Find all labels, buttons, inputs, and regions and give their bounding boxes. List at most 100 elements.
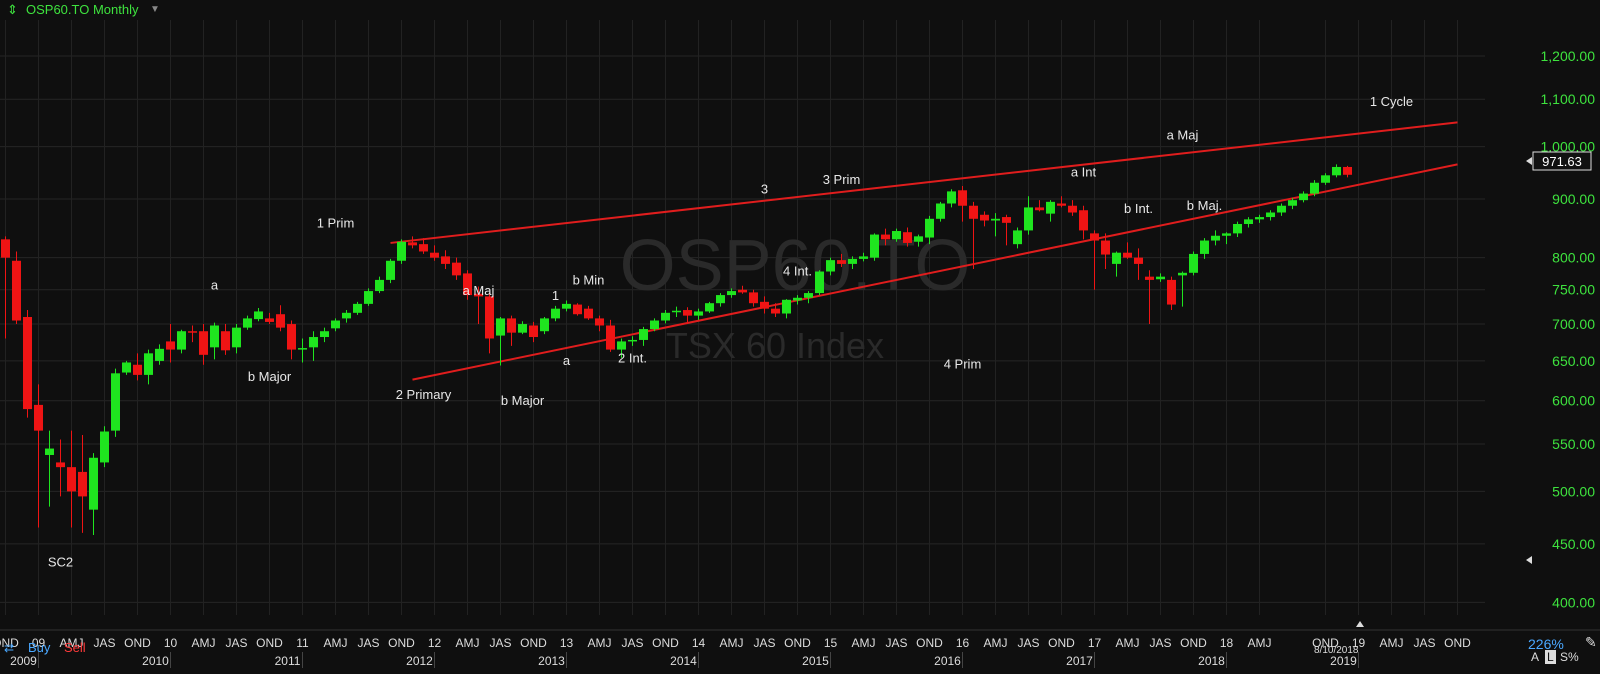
candle bbox=[188, 325, 197, 343]
candle-body bbox=[639, 329, 648, 340]
candle-body bbox=[1343, 166, 1352, 175]
candle bbox=[210, 322, 219, 360]
candle bbox=[1266, 210, 1275, 221]
candle-body bbox=[364, 291, 373, 304]
candle-body bbox=[177, 331, 186, 350]
candle bbox=[837, 253, 846, 268]
candle-body bbox=[573, 304, 582, 315]
candle-body bbox=[67, 467, 76, 492]
x-tick-label: OND bbox=[520, 636, 547, 650]
y-tick-label: 600.00 bbox=[1552, 393, 1595, 409]
scroll-up-icon[interactable] bbox=[1356, 621, 1364, 627]
chart-title[interactable]: OSP60.TO Monthly bbox=[26, 2, 139, 17]
candle-body bbox=[628, 339, 637, 342]
candle-body bbox=[1189, 253, 1198, 273]
candle bbox=[991, 213, 1000, 237]
candle bbox=[540, 317, 549, 335]
x-year-label: 2009 bbox=[10, 654, 37, 668]
candle bbox=[1277, 203, 1286, 216]
y-tick-label: 400.00 bbox=[1552, 594, 1595, 610]
candle-body bbox=[133, 364, 142, 375]
candle-body bbox=[89, 457, 98, 510]
candle-body bbox=[23, 317, 32, 410]
candle-body bbox=[804, 293, 813, 298]
y-tick-label: 800.00 bbox=[1552, 250, 1595, 266]
candle-body bbox=[144, 353, 153, 375]
candle-body bbox=[1244, 219, 1253, 224]
candle-body bbox=[232, 327, 241, 348]
candle bbox=[1057, 196, 1066, 208]
candle bbox=[672, 306, 681, 318]
trade-icon[interactable]: ⇄ bbox=[4, 641, 15, 655]
candle-body bbox=[45, 448, 54, 455]
candle bbox=[133, 353, 142, 381]
candle-body bbox=[958, 190, 967, 206]
scale-a-button[interactable]: A bbox=[1531, 650, 1540, 664]
candle-body bbox=[386, 260, 395, 280]
candle bbox=[980, 211, 989, 227]
candle-body bbox=[309, 337, 318, 348]
x-tick-label: JAS bbox=[621, 636, 643, 650]
candle bbox=[89, 453, 98, 536]
candle bbox=[584, 305, 593, 320]
x-tick-label: JAS bbox=[1017, 636, 1039, 650]
candle-body bbox=[1321, 175, 1330, 183]
trendline-lower bbox=[412, 163, 1458, 381]
x-tick-label: AMJ bbox=[984, 636, 1008, 650]
candle bbox=[870, 233, 879, 261]
candle-body bbox=[1266, 212, 1275, 218]
candle-body bbox=[1332, 166, 1341, 176]
sell-button[interactable]: Sell bbox=[64, 640, 86, 655]
scale-log-button[interactable]: L bbox=[1545, 650, 1556, 664]
candle bbox=[1068, 200, 1077, 216]
candle bbox=[507, 315, 516, 346]
candle-body bbox=[936, 203, 945, 219]
candle bbox=[573, 303, 582, 316]
annotation-label: a Maj bbox=[1167, 127, 1199, 142]
candle-body bbox=[408, 242, 417, 246]
candle-body bbox=[738, 289, 747, 293]
x-tick-label: 14 bbox=[692, 636, 706, 650]
x-tick-label: JAS bbox=[1149, 636, 1171, 650]
candle bbox=[331, 318, 340, 332]
candle bbox=[639, 326, 648, 346]
scale-percent-button[interactable]: S% bbox=[1560, 650, 1579, 664]
y-tick-label: 1,000.00 bbox=[1541, 139, 1596, 155]
candle bbox=[309, 331, 318, 361]
candle-body bbox=[859, 256, 868, 259]
x-tick-label: JAS bbox=[885, 636, 907, 650]
candle bbox=[1134, 248, 1143, 280]
chart-toggle-icon[interactable]: ⇕ bbox=[7, 2, 18, 17]
buy-button[interactable]: Buy bbox=[28, 640, 51, 655]
candle bbox=[716, 293, 725, 307]
last-price-marker: 971.63 bbox=[1526, 151, 1592, 171]
annotation-label: 4 Prim bbox=[944, 357, 982, 372]
date-marker: 8/10/2018 bbox=[1314, 645, 1359, 656]
candle bbox=[12, 251, 21, 325]
candle-body bbox=[56, 462, 65, 468]
candle bbox=[166, 324, 175, 363]
annotation-label: SC2 bbox=[48, 554, 73, 569]
candle bbox=[760, 296, 769, 314]
candle-body bbox=[1156, 276, 1165, 280]
candle bbox=[199, 324, 208, 365]
candle bbox=[617, 338, 626, 358]
candle-body bbox=[353, 303, 362, 313]
candle-body bbox=[683, 310, 692, 316]
candle bbox=[67, 430, 76, 528]
x-tick-label: OND bbox=[124, 636, 151, 650]
x-tick-label: 12 bbox=[428, 636, 442, 650]
candle bbox=[386, 258, 395, 284]
x-tick-label: AMJ bbox=[456, 636, 480, 650]
candle-body bbox=[1046, 201, 1055, 214]
candle-body bbox=[463, 273, 472, 296]
chevron-down-icon[interactable]: ▼ bbox=[150, 4, 160, 15]
pencil-icon[interactable]: ✎ bbox=[1585, 634, 1597, 650]
annotations: SC2 a b Major 1 Prim 2 Primary a Maj b Major 1 a… bbox=[48, 94, 1413, 569]
candle bbox=[1035, 200, 1044, 212]
candle bbox=[969, 201, 978, 269]
y-tick-label: 1,100.00 bbox=[1541, 91, 1596, 107]
candles bbox=[1, 164, 1352, 536]
candle bbox=[738, 285, 747, 294]
